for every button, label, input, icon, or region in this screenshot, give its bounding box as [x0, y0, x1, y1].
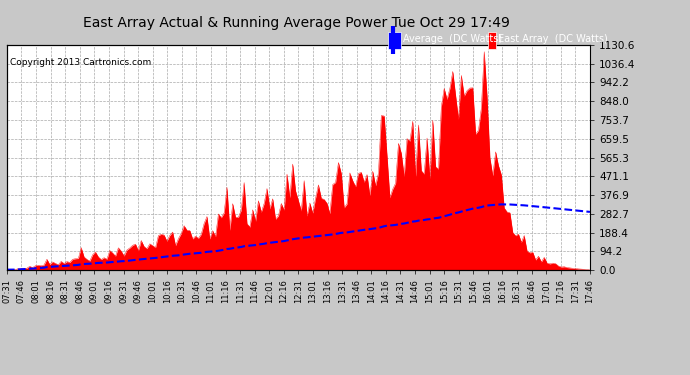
- Text: Copyright 2013 Cartronics.com: Copyright 2013 Cartronics.com: [10, 58, 152, 67]
- Bar: [388, 32, 401, 49]
- Text: East Array  (DC Watts): East Array (DC Watts): [498, 34, 608, 44]
- Bar: [488, 32, 496, 49]
- Text: East Array Actual & Running Average Power Tue Oct 29 17:49: East Array Actual & Running Average Powe…: [83, 16, 510, 30]
- Text: Average  (DC Watts): Average (DC Watts): [403, 34, 502, 44]
